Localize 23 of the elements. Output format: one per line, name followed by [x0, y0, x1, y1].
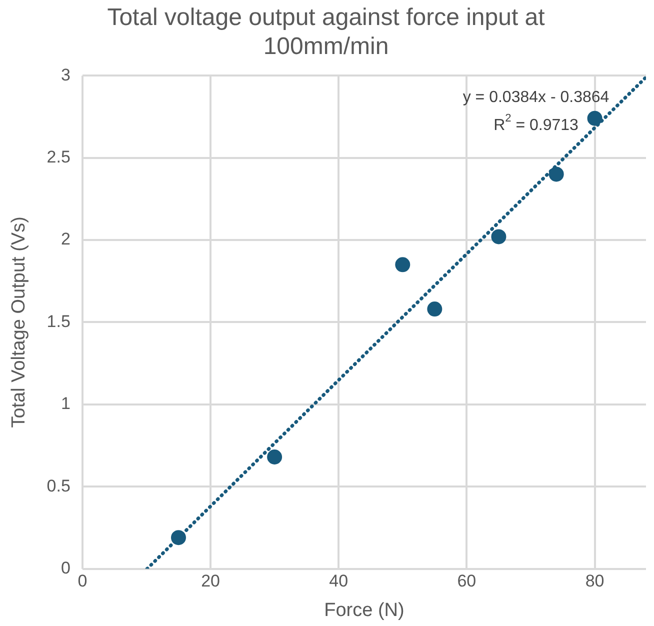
x-tick-label: 0 [78, 572, 88, 591]
point [170, 530, 186, 546]
x-axis-title: Force (N) [324, 600, 404, 621]
point [395, 257, 410, 272]
point [491, 229, 506, 244]
y-axis-title: Total Voltage Output (Vs) [8, 216, 30, 428]
point [548, 166, 564, 182]
y-tick-label: 3 [60, 65, 70, 84]
y-tick-label: 0 [60, 558, 70, 578]
y-tick-label: 1.5 [46, 312, 70, 331]
x-tick-label: 80 [585, 572, 604, 591]
y-tick-label: 0.5 [46, 476, 70, 496]
y-tick-label: 2.5 [46, 147, 70, 166]
y-tick-label: 1 [60, 394, 70, 414]
point [427, 302, 442, 317]
chart-title: Total voltage output against force input at 100mm/min [107, 4, 546, 60]
point [587, 110, 602, 126]
point [267, 450, 282, 465]
x-tick-label: 60 [457, 572, 476, 591]
y-tick-label: 2 [60, 230, 70, 249]
x-tick-label: 20 [201, 572, 220, 591]
x-tick-label: 40 [329, 572, 348, 591]
annotation: y = 0.0384x - 0.3864 [462, 89, 610, 106]
